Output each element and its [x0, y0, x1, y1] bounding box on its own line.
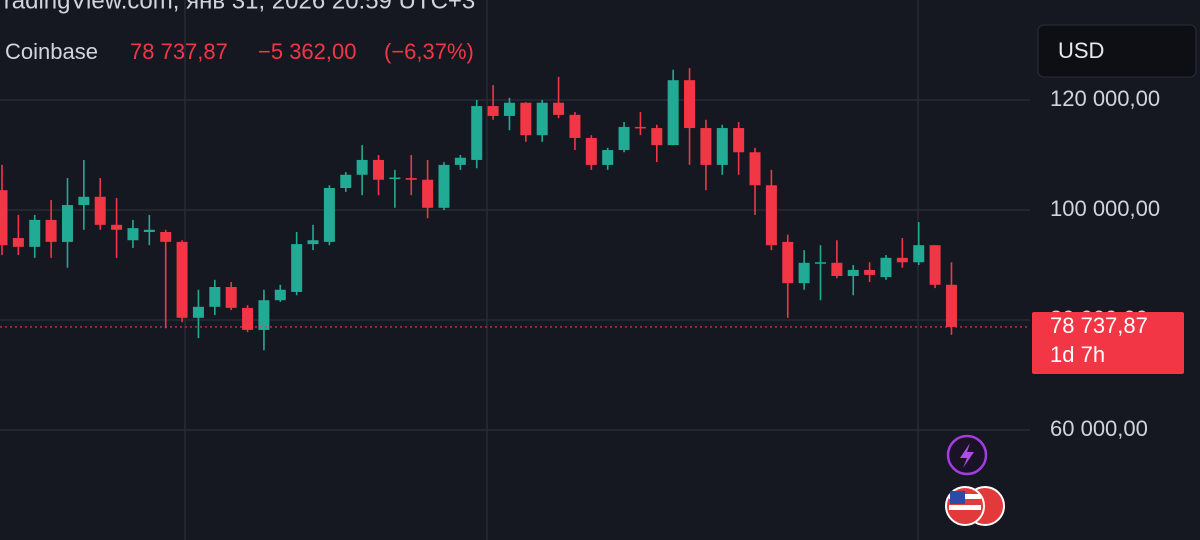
candle-body: [307, 240, 319, 245]
flag-stripe: [949, 505, 981, 510]
candle-body: [405, 178, 417, 180]
icons: [945, 434, 1005, 526]
candle-body: [896, 257, 908, 263]
header-change: −5 362,00: [258, 39, 356, 64]
candle-body: [618, 126, 630, 151]
candle-body: [323, 187, 335, 242]
candle-body: [716, 128, 728, 165]
candle-body: [438, 164, 450, 208]
candle-body: [192, 306, 204, 318]
candle-body: [945, 284, 957, 327]
candle-body: [733, 128, 745, 153]
candle-body: [536, 102, 548, 136]
candle-body: [634, 126, 646, 129]
lightning: [960, 443, 974, 468]
candles: [0, 68, 957, 351]
candle-body: [880, 257, 892, 278]
y-tick-label: 120 000,00: [1050, 86, 1160, 111]
candle-body: [209, 286, 221, 307]
candle-body: [45, 219, 57, 242]
candle-body: [340, 174, 352, 188]
candle-body: [847, 269, 859, 276]
candle-body: [487, 106, 499, 116]
y-tick-label: 60 000,00: [1050, 416, 1148, 441]
flag-canton: [950, 491, 965, 504]
candle-body: [143, 229, 155, 232]
last-price-label: 78 737,87: [1050, 313, 1148, 338]
candle-body: [651, 128, 663, 146]
candle-body: [373, 159, 385, 180]
candle-body: [831, 262, 843, 276]
grid: [0, 0, 1030, 540]
candle-body: [0, 190, 8, 246]
candle-body: [258, 300, 270, 330]
candle-body: [765, 185, 777, 246]
candle-body: [602, 150, 614, 165]
candle-body: [913, 245, 925, 263]
candle-body: [94, 196, 106, 225]
currency-button[interactable]: [1037, 24, 1197, 78]
candle-body: [454, 157, 466, 165]
exchange: Coinbase: [5, 39, 98, 64]
y-tick-label: 100 000,00: [1050, 196, 1160, 221]
candle-body: [700, 128, 712, 165]
candle-body: [471, 106, 483, 160]
header-change-percent: (−6,37%): [384, 39, 474, 64]
candle-body: [815, 262, 826, 264]
watermark: TradingView.com, янв 31, 2026 20:59 UTC+…: [0, 0, 475, 14]
candle-body: [749, 152, 761, 186]
candle-body: [503, 102, 515, 116]
candle-body: [29, 219, 41, 247]
candle-body: [782, 241, 794, 284]
candle-body: [274, 289, 286, 301]
candle-body: [520, 102, 532, 136]
candle-body: [127, 228, 139, 241]
candle-body: [356, 159, 368, 175]
currency[interactable]: USD: [1058, 38, 1104, 63]
candle-body: [176, 241, 188, 318]
candle-body: [553, 102, 565, 115]
candle-body: [667, 80, 679, 146]
candle-body: [61, 205, 73, 242]
countdown: 1d 7h: [1050, 342, 1105, 367]
candle-body: [78, 196, 90, 206]
candle-body: [225, 286, 237, 308]
candle-body: [569, 114, 581, 138]
candle-body: [389, 177, 401, 180]
candle-body: [242, 307, 254, 330]
candle-body: [864, 269, 876, 275]
candle-body: [12, 238, 24, 247]
candle-body: [585, 137, 597, 165]
candle-body: [422, 179, 434, 208]
last-price-box: [1032, 311, 1184, 374]
candle-body: [291, 244, 303, 292]
candle-body: [160, 231, 172, 242]
candle-body: [684, 80, 696, 129]
candle-body: [111, 224, 123, 230]
header-price: 78 737,87: [130, 39, 228, 64]
candle-body: [798, 262, 810, 284]
candle-body: [929, 245, 941, 285]
